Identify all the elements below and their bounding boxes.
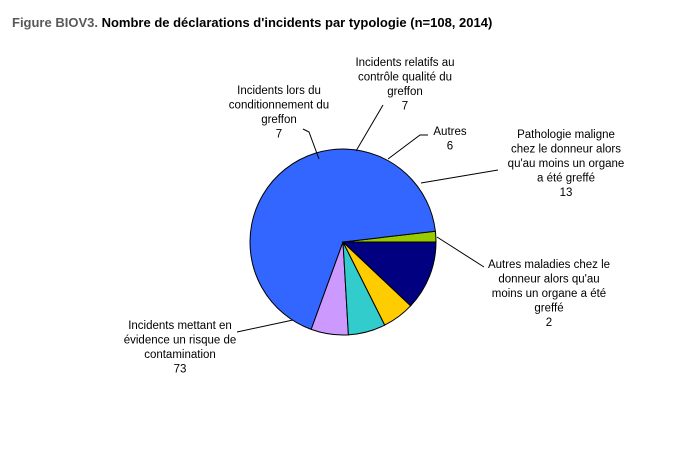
slice-value-label: 6 bbox=[447, 141, 453, 153]
slice-category-label: greffon bbox=[261, 114, 297, 126]
leader-line bbox=[302, 128, 320, 160]
slice-value-label: 2 bbox=[546, 317, 552, 329]
slice-category-label: donneur alors qu'au bbox=[498, 274, 599, 286]
slice-category-label: Incidents lors du bbox=[237, 85, 321, 97]
slice-category-label: moins un organe a été bbox=[492, 288, 606, 300]
figure-title-text: Nombre de déclarations d'incidents par t… bbox=[101, 15, 493, 30]
slice-category-label: greffon bbox=[387, 86, 423, 98]
figure-prefix: Figure BIOV3. bbox=[12, 15, 98, 30]
slice-category-label: Autres bbox=[433, 126, 466, 138]
figure-title: Figure BIOV3. Nombre de déclarations d'i… bbox=[12, 15, 492, 30]
leader-line bbox=[387, 134, 428, 160]
slice-value-label: 73 bbox=[174, 364, 187, 376]
leader-lines bbox=[236, 104, 499, 333]
slice-value-label: 7 bbox=[276, 129, 282, 141]
slice-category-label: évidence un risque de bbox=[124, 335, 237, 347]
slice-category-label: chez le donneur alors bbox=[511, 144, 621, 156]
leader-line bbox=[355, 104, 384, 152]
slice-category-label: Incidents relatifs au bbox=[355, 57, 454, 69]
pie-slice bbox=[249, 148, 436, 331]
leader-line bbox=[436, 236, 485, 268]
slice-category-label: Autres maladies chez le bbox=[488, 259, 610, 271]
slice-category-label: greffé bbox=[534, 303, 563, 315]
slice-labels: Autres maladies chez le donneur alors qu'… bbox=[124, 57, 625, 376]
slice-value-label: 7 bbox=[402, 101, 408, 113]
slice-category-label: contrôle qualité du bbox=[358, 72, 452, 84]
leader-line bbox=[236, 319, 294, 333]
slice-value-label: 13 bbox=[560, 187, 573, 199]
slice-category-label: Incidents mettant en bbox=[128, 320, 232, 332]
pie-slices bbox=[249, 148, 437, 336]
slice-category-label: qu'au moins un organe bbox=[508, 158, 625, 170]
slice-category-label: Pathologie maligne bbox=[517, 129, 615, 141]
slice-category-label: conditionnement du bbox=[229, 100, 329, 112]
slice-category-label: contamination bbox=[144, 349, 216, 361]
pie-slice bbox=[341, 241, 437, 307]
leader-line bbox=[420, 169, 499, 184]
slice-category-label: a été greffé bbox=[537, 173, 595, 185]
